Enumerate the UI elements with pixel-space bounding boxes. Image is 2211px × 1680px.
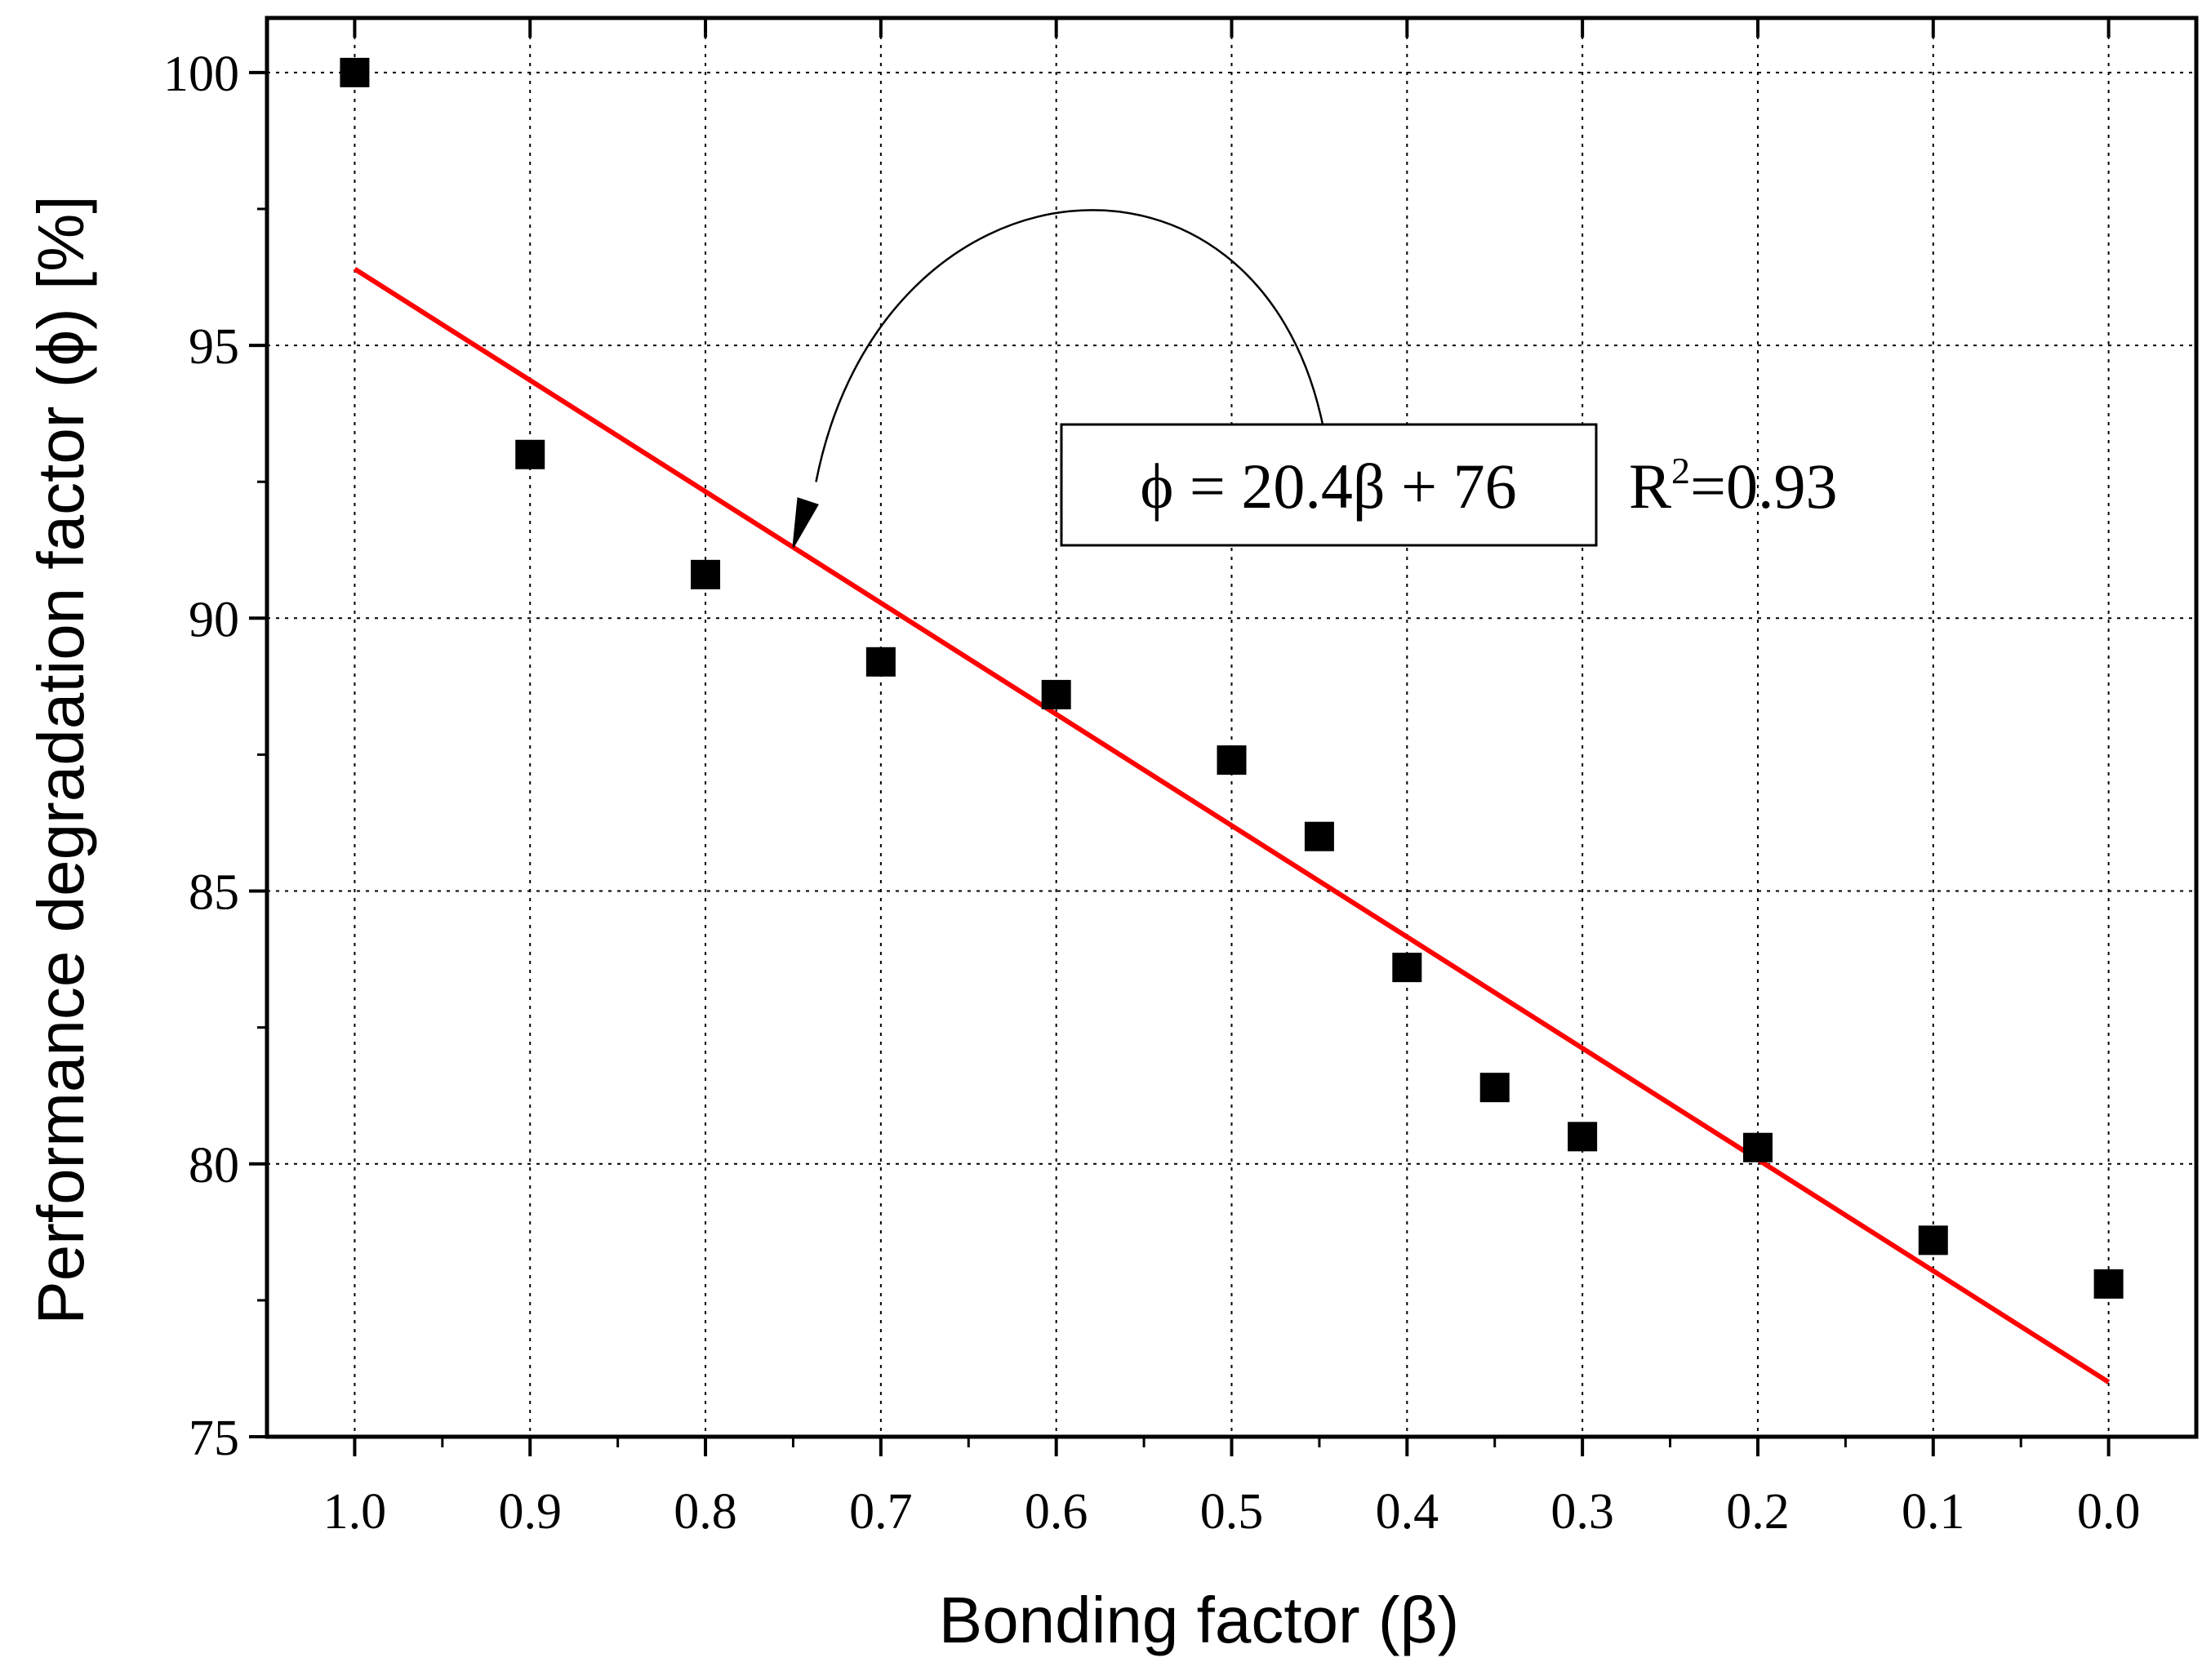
data-point — [2093, 1269, 2124, 1299]
x-tick-label: 0.5 — [1200, 1484, 1264, 1540]
x-tick-label: 0.0 — [2077, 1484, 2141, 1540]
y-tick-label: 90 — [189, 592, 239, 647]
y-tick-label: 85 — [189, 865, 239, 921]
r-squared-label: R2=0.93 — [1629, 450, 1838, 522]
r-squared-base: R — [1629, 451, 1671, 522]
data-point — [691, 559, 721, 589]
data-point — [515, 439, 545, 469]
y-tick-label: 75 — [189, 1411, 239, 1466]
y-tick-label: 95 — [189, 319, 239, 375]
data-point — [340, 57, 370, 87]
x-tick-label: 0.4 — [1376, 1484, 1439, 1540]
x-tick-label: 0.2 — [1726, 1484, 1790, 1540]
data-point — [1304, 821, 1334, 851]
data-point — [1918, 1225, 1948, 1256]
data-point — [1742, 1132, 1773, 1162]
fit-line — [353, 266, 2111, 1384]
data-point — [1041, 679, 1071, 709]
x-tick-label: 0.9 — [498, 1484, 562, 1540]
annotation-arrow-head — [792, 497, 819, 548]
y-tick-label: 80 — [189, 1138, 239, 1193]
fit-line-layer — [353, 266, 2111, 1384]
equation-box — [1060, 423, 1598, 547]
annotation-arrow-curve — [815, 209, 1324, 482]
data-point — [1392, 953, 1422, 983]
data-point — [1568, 1122, 1598, 1152]
annotation-layer: ϕ = 20.4β + 76 R2=0.93 — [792, 209, 1838, 548]
equation-label: ϕ = 20.4β + 76 — [1140, 451, 1516, 522]
x-tick-label: 0.7 — [849, 1484, 913, 1540]
r-squared-superscript: 2 — [1671, 450, 1690, 491]
data-points-layer — [340, 57, 2124, 1299]
x-tick-label: 1.0 — [323, 1484, 387, 1540]
y-axis-title: Performance degradation factor (ϕ) [%] — [24, 195, 97, 1324]
x-tick-label: 0.6 — [1025, 1484, 1088, 1540]
x-tick-label: 0.3 — [1550, 1484, 1614, 1540]
data-point — [1217, 745, 1247, 776]
y-tick-label: 100 — [163, 47, 239, 102]
axis-ticks-layer: 1.0 0.9 0.8 0.7 0.6 0.5 0.4 0.3 0.2 0.1 0.0 75 80 85 9… — [163, 18, 2140, 1540]
grid-layer — [267, 18, 2196, 1437]
x-axis-title: Bonding factor (β) — [939, 1584, 1459, 1656]
r-squared-value: =0.93 — [1690, 451, 1838, 522]
data-point — [1479, 1073, 1510, 1103]
x-tick-label: 0.1 — [1902, 1484, 1965, 1540]
x-tick-label: 0.8 — [674, 1484, 737, 1540]
data-point — [865, 647, 896, 677]
